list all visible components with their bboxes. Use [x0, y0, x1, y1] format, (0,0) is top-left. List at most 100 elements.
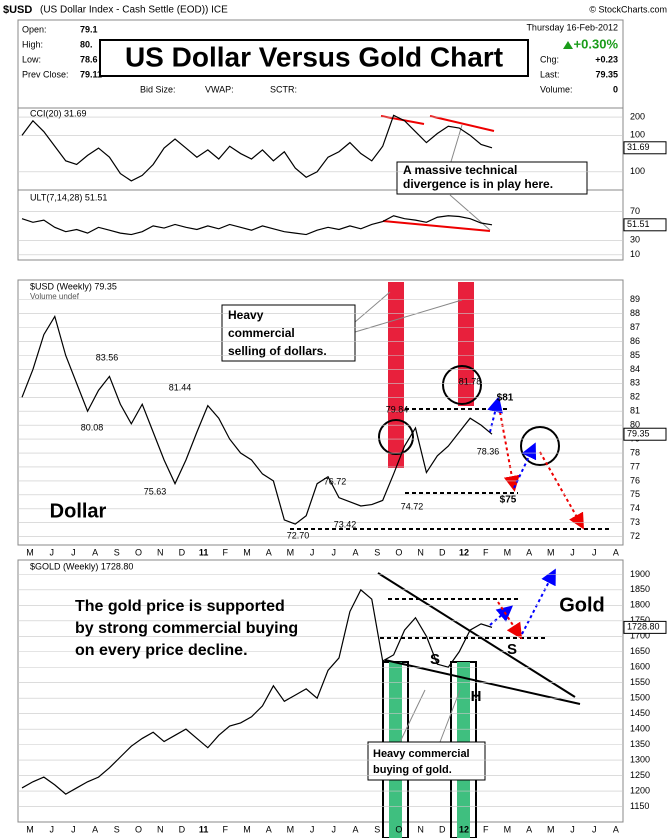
- x-tick-label: A: [266, 547, 272, 557]
- x-tick-label: J: [310, 547, 315, 557]
- annotation: S: [430, 651, 440, 668]
- x-tick-label: M: [287, 547, 295, 557]
- x-tick-label: N: [417, 824, 424, 834]
- y-tick-label: 82: [630, 392, 640, 402]
- y-tick-label: 83: [630, 378, 640, 388]
- x-tick-label: O: [395, 824, 402, 834]
- last-box: [623, 620, 667, 634]
- y-tick-label: 89: [630, 294, 640, 304]
- annotation: Dollar: [50, 500, 107, 522]
- y-tick-label: 1650: [630, 646, 650, 656]
- x-tick-label: O: [135, 547, 142, 557]
- x-tick-label: D: [179, 547, 186, 557]
- field-value: +0.23: [595, 54, 618, 64]
- trend: [429, 115, 495, 132]
- y-tick-label: 10: [630, 249, 640, 259]
- callout-text: selling of dollars.: [228, 344, 327, 358]
- x-tick-label: J: [570, 547, 575, 557]
- last-box: [623, 141, 667, 155]
- x-tick-label: J: [570, 824, 575, 834]
- credit: © StockCharts.com: [589, 4, 667, 14]
- callout-text: Heavy: [228, 308, 264, 322]
- last-box: [623, 218, 667, 232]
- x-tick-label: A: [92, 547, 98, 557]
- x-tick-label: J: [332, 547, 337, 557]
- y-tick-label: 77: [630, 461, 640, 471]
- y-tick-label: 1600: [630, 662, 650, 672]
- circle: [378, 419, 414, 455]
- arrow: [499, 411, 520, 492]
- field-label: Volume:: [540, 84, 573, 94]
- x-tick-label: J: [49, 547, 54, 557]
- x-tick-label: M: [547, 824, 555, 834]
- pointer: [449, 124, 463, 166]
- trend: [382, 220, 491, 232]
- y-tick-label: 78: [630, 447, 640, 457]
- panel-subtitle: Volume undef: [30, 292, 80, 301]
- y-tick-label: 100: [630, 130, 645, 140]
- field-label: VWAP:: [205, 84, 234, 94]
- y-tick-label: 1550: [630, 677, 650, 687]
- gold-note: on every price decline.: [75, 642, 248, 659]
- arrow: [489, 605, 514, 626]
- annotation: 76.72: [324, 476, 347, 486]
- pointer: [439, 689, 461, 743]
- x-tick-label: A: [613, 547, 619, 557]
- x-tick-label: M: [26, 547, 34, 557]
- circle: [520, 426, 560, 466]
- annotation: 73.42: [334, 519, 357, 529]
- x-tick-label: 11: [199, 547, 209, 557]
- y-tick-label: 1150: [630, 801, 649, 811]
- callout-text: buying of gold.: [373, 764, 452, 776]
- x-tick-label: A: [352, 547, 358, 557]
- field-label: Open:: [22, 24, 47, 34]
- callout-text: Heavy commercial: [373, 748, 470, 760]
- series-line: [21, 114, 493, 182]
- x-tick-label: A: [92, 824, 98, 834]
- annotation: 78.36: [477, 446, 500, 456]
- annotation: $81: [497, 393, 514, 404]
- x-tick-label: D: [439, 547, 446, 557]
- x-tick-label: M: [504, 547, 512, 557]
- y-tick-label: 74: [630, 503, 640, 513]
- x-tick-label: N: [157, 824, 164, 834]
- y-tick-label: 1850: [630, 584, 650, 594]
- series-line: [21, 588, 493, 795]
- x-tick-label: 12: [459, 547, 469, 557]
- panel-title: $GOLD (Weekly) 1728.80: [30, 561, 133, 571]
- x-tick-label: J: [332, 824, 337, 834]
- y-tick-label: 1300: [630, 754, 650, 764]
- y-tick-label: 30: [630, 235, 640, 245]
- x-tick-label: F: [483, 547, 489, 557]
- x-tick-label: J: [49, 824, 54, 834]
- x-tick-label: S: [114, 547, 120, 557]
- last-box: [623, 427, 667, 441]
- x-tick-label: F: [223, 547, 229, 557]
- x-tick-label: M: [26, 824, 34, 834]
- field-label: Prev Close:: [22, 69, 69, 79]
- y-tick-label: 1250: [630, 770, 650, 780]
- annotation: 80.08: [81, 422, 104, 432]
- field-value: 79.11: [80, 69, 102, 79]
- series-line: [21, 215, 493, 236]
- last-value: 51.51: [627, 219, 650, 229]
- pointer: [354, 299, 463, 333]
- x-tick-label: M: [243, 824, 251, 834]
- annotation: 72.70: [287, 530, 310, 540]
- arrow: [539, 451, 584, 530]
- callout-text: divergence is in play here.: [403, 177, 553, 191]
- field-label: High:: [22, 39, 43, 49]
- y-tick-label: 1500: [630, 693, 650, 703]
- callout-text: A massive technical: [403, 163, 517, 177]
- up-triangle: [563, 41, 573, 49]
- date: Thursday 16-Feb-2012: [526, 22, 618, 32]
- x-tick-label: A: [526, 824, 532, 834]
- x-tick-label: F: [483, 824, 489, 834]
- description: (US Dollar Index - Cash Settle (EOD)) IC…: [40, 5, 228, 16]
- x-tick-label: J: [592, 547, 597, 557]
- y-tick-label: 1800: [630, 600, 650, 610]
- last-value: 79.35: [627, 429, 650, 439]
- field-label: Last:: [540, 69, 560, 79]
- callout-box: [396, 161, 588, 195]
